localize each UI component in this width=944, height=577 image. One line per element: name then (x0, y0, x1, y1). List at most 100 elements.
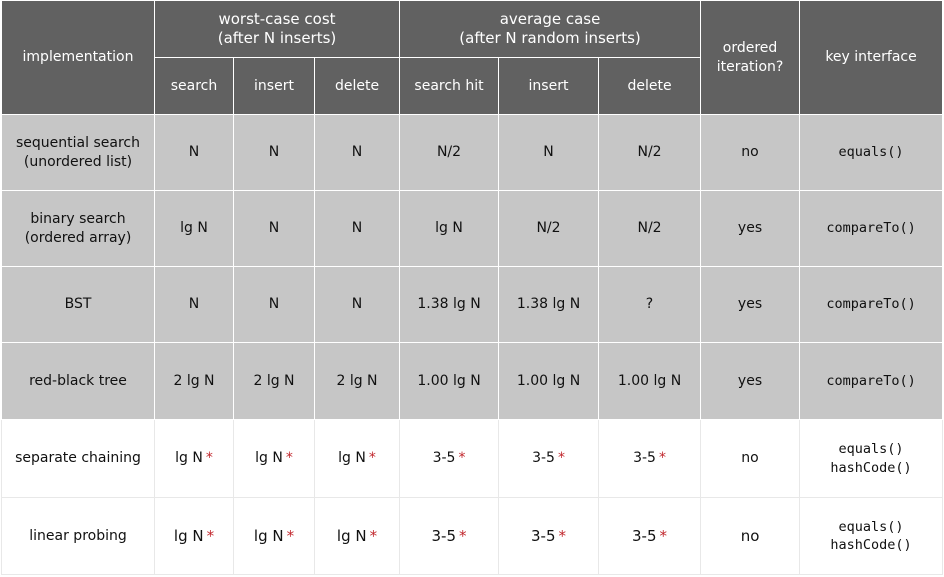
avg-search-hit-cell: 1.38 lg N (399, 266, 500, 343)
avg-delete-cell: N/2 (598, 114, 702, 191)
avg-insert-value: N/2 (536, 220, 561, 237)
avg-insert-value: 1.38 lg N (516, 296, 581, 313)
worst-insert-cell: N (233, 266, 315, 343)
avg-search-hit-cell: 3-5 * (399, 497, 500, 575)
worst-search-value: lg N (173, 526, 204, 545)
worst-search-cell: lg N (154, 190, 234, 267)
ordered-iteration-value: yes (700, 190, 801, 267)
key-interface-method: compareTo() (826, 296, 916, 313)
worst-insert-cell: N (233, 114, 315, 191)
header-ordered-iteration: ordered iteration? (700, 0, 801, 115)
avg-delete-value: ? (645, 296, 654, 313)
avg-search-hit-cell: 1.00 lg N (399, 342, 500, 420)
avg-insert-cell: 1.38 lg N (498, 266, 600, 343)
avg-delete-value: 3-5 (632, 526, 657, 545)
footnote-star: * (368, 450, 376, 467)
implementation-name-line: (ordered array) (24, 229, 132, 246)
worst-insert-cell: lg N * (233, 497, 315, 575)
avg-insert-cell: 3-5 * (498, 419, 600, 498)
avg-delete-value: 3-5 (633, 450, 656, 467)
header-key-interface: key interface (799, 0, 944, 115)
worst-insert-value: N (268, 144, 280, 161)
worst-search-cell: N (154, 266, 234, 343)
footnote-star: * (285, 450, 293, 467)
table-row: linear probing lg N * lg N * lg N * 3-5 * 3-5 * 3-5… (1, 497, 944, 575)
worst-delete-cell: N (313, 266, 401, 343)
worst-delete-cell: 2 lg N (313, 342, 401, 420)
header-avg-delete: delete (598, 57, 702, 115)
key-interface-value: compareTo() (799, 266, 944, 343)
footnote-star: * (658, 450, 666, 467)
ordered-iteration-value: yes (700, 266, 801, 343)
worst-search-value: lg N (180, 220, 208, 237)
avg-insert-value: 1.00 lg N (516, 372, 581, 389)
header-worst-insert: insert (233, 57, 315, 115)
key-interface-method: equals() (838, 518, 904, 535)
footnote-star: * (459, 526, 467, 545)
worst-insert-value: N (268, 296, 280, 313)
header-implementation: implementation (1, 0, 155, 115)
avg-search-hit-cell: N/2 (399, 114, 500, 191)
avg-insert-cell: 3-5 * (498, 497, 600, 575)
footnote-star: * (458, 450, 466, 467)
worst-search-cell: lg N * (154, 419, 234, 498)
worst-search-value: 2 lg N (173, 372, 215, 389)
worst-delete-value: 2 lg N (336, 372, 378, 389)
avg-insert-value: N (543, 144, 554, 161)
implementation-name: binary search (ordered array) (1, 190, 155, 267)
avg-delete-value: 1.00 lg N (617, 372, 682, 389)
avg-delete-value: N/2 (637, 220, 662, 237)
ordered-iteration-value: no (700, 419, 801, 498)
key-interface-method: equals() (838, 144, 904, 161)
avg-insert-cell: N (498, 114, 600, 191)
avg-insert-cell: 1.00 lg N (498, 342, 600, 420)
footnote-star: * (205, 450, 213, 467)
worst-insert-value: lg N (253, 526, 284, 545)
avg-delete-cell: N/2 (598, 190, 702, 267)
worst-search-cell: lg N * (154, 497, 234, 575)
implementation-name-line: (unordered list) (23, 153, 133, 170)
avg-delete-cell: 1.00 lg N (598, 342, 702, 420)
footnote-star: * (286, 526, 295, 545)
ordered-iteration-value: no (700, 114, 801, 191)
avg-delete-value: N/2 (637, 144, 662, 161)
header-worst-case: worst-case cost (after N inserts) (153, 0, 401, 58)
worst-delete-cell: N (313, 190, 401, 267)
avg-search-hit-value: N/2 (436, 144, 462, 161)
worst-delete-value: N (351, 296, 363, 313)
avg-search-hit-value: 3-5 (432, 450, 456, 467)
implementation-name-line: sequential search (16, 134, 140, 151)
implementation-name: BST (1, 266, 155, 343)
worst-delete-value: N (351, 144, 363, 161)
key-interface-method: hashCode() (830, 459, 912, 476)
worst-search-cell: N (154, 114, 234, 191)
header-avg-insert: insert (498, 57, 600, 115)
worst-search-value: lg N (175, 450, 203, 467)
key-interface-value: equals() hashCode() (799, 497, 944, 575)
implementation-name: red-black tree (1, 342, 155, 420)
footnote-star: * (557, 450, 565, 467)
header-avg-sub: (after N random inserts) (459, 29, 641, 47)
avg-search-hit-value: 1.38 lg N (417, 296, 481, 313)
worst-delete-cell: lg N * (313, 419, 401, 498)
table-row: sequential search (unordered list) N N N N/2 N… (1, 114, 944, 191)
avg-insert-cell: N/2 (498, 190, 600, 267)
footnote-star: * (659, 526, 668, 545)
avg-search-hit-value: 1.00 lg N (417, 372, 481, 389)
worst-delete-cell: lg N * (313, 497, 401, 575)
table-row: BST N N N 1.38 lg N 1.38 lg N? yes compareTo() (1, 266, 944, 343)
avg-search-hit-cell: lg N (399, 190, 500, 267)
key-interface-method: compareTo() (826, 372, 916, 389)
worst-delete-value: lg N (338, 450, 366, 467)
header-worst-sub: (after N inserts) (217, 29, 337, 47)
worst-delete-cell: N (313, 114, 401, 191)
key-interface-method: hashCode() (830, 537, 912, 553)
implementation-name-line: BST (64, 296, 92, 313)
worst-insert-cell: N (233, 190, 315, 267)
avg-insert-value: 3-5 (531, 526, 556, 545)
ordered-iteration-value: yes (700, 342, 801, 420)
implementation-name: linear probing (1, 497, 155, 575)
avg-search-hit-cell: 3-5 * (399, 419, 500, 498)
